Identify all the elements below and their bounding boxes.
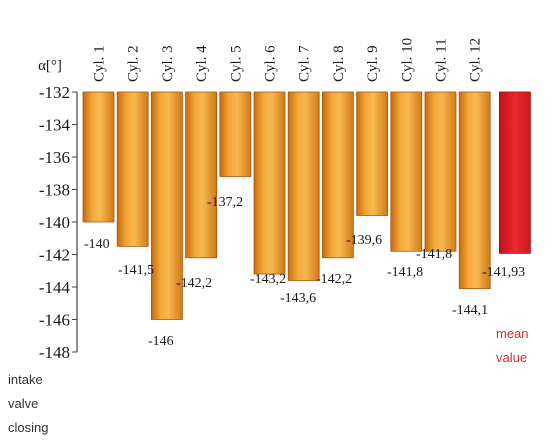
- data-label: -141,93: [482, 265, 525, 280]
- y-tick-label: -134: [39, 116, 71, 135]
- y-tick-label: -144: [39, 278, 71, 297]
- category-label: Cyl. 10: [399, 38, 415, 82]
- x-axis-label-line-1: intake: [8, 372, 43, 387]
- category-label: Cyl. 3: [160, 45, 176, 82]
- category-label: Cyl. 11: [434, 38, 450, 82]
- category-label: Cyl. 4: [194, 45, 210, 82]
- bar-cyl-4: [185, 91, 218, 259]
- bar-cyl-3: [150, 91, 183, 320]
- y-axis: [72, 91, 78, 353]
- y-tick-label: -142: [39, 246, 70, 265]
- data-label: -141,5: [118, 263, 154, 278]
- y-tick-label: -140: [39, 213, 70, 232]
- data-label: -141,8: [387, 265, 423, 280]
- bars-group: [82, 91, 531, 320]
- bar-cyl-8: [321, 91, 354, 259]
- category-label: Cyl. 2: [126, 45, 142, 82]
- data-label: -139,6: [346, 233, 382, 248]
- y-tick-label: -136: [39, 148, 70, 167]
- bar-cyl-11: [424, 91, 457, 252]
- data-label: -142,2: [176, 276, 212, 291]
- y-tick-label: -138: [39, 181, 70, 200]
- category-label: Cyl. 5: [228, 45, 244, 82]
- category-label: Cyl. 1: [92, 45, 108, 82]
- y-tick-label: -146: [39, 311, 70, 330]
- category-label: Cyl. 8: [331, 45, 347, 82]
- data-label: -144,1: [452, 303, 488, 318]
- bar-cyl-9: [356, 91, 389, 216]
- category-label: Cyl. 9: [365, 45, 381, 82]
- y-tick-label: -132: [39, 83, 70, 102]
- bar-cyl-10: [390, 91, 423, 252]
- data-label: -140: [84, 237, 110, 252]
- y-tick-label: -148: [39, 343, 70, 362]
- bar-cyl-2: [116, 91, 149, 247]
- bar-cyl-5: [219, 91, 252, 177]
- data-label: -137,2: [207, 195, 243, 210]
- bar-cyl-1: [82, 91, 115, 223]
- category-labels: Cyl. 1 Cyl. 2 Cyl. 3 Cyl. 4 Cyl. 5 Cyl. 6 Cyl.…: [92, 38, 484, 82]
- bar-cyl-7: [287, 91, 320, 281]
- category-label: Cyl. 12: [468, 38, 484, 82]
- mean-label-line-1: mean: [496, 326, 529, 341]
- data-label: -142,2: [316, 272, 352, 287]
- data-label: -141,8: [416, 247, 452, 262]
- x-axis-label-line-2: valve: [8, 396, 38, 411]
- category-label: Cyl. 6: [263, 45, 279, 82]
- x-axis-label-line-3: closing: [8, 420, 48, 435]
- mean-label-line-2: value: [496, 350, 527, 365]
- data-label: -146: [148, 334, 174, 349]
- y-tick-labels: -132 -134 -136 -138 -140 -142 -144 -146 -148: [39, 83, 71, 362]
- category-label: Cyl. 7: [297, 45, 313, 82]
- bar-cyl-6: [253, 91, 286, 275]
- data-label: -143,6: [280, 291, 316, 306]
- bar-cyl-12: [458, 91, 491, 290]
- data-labels: -140-141,5-146-142,2-137,2-143,2-143,6-1…: [84, 195, 525, 349]
- mean-value-bar: [498, 91, 531, 254]
- y-axis-label: α[°]: [38, 58, 62, 74]
- data-label: -143,2: [250, 272, 286, 287]
